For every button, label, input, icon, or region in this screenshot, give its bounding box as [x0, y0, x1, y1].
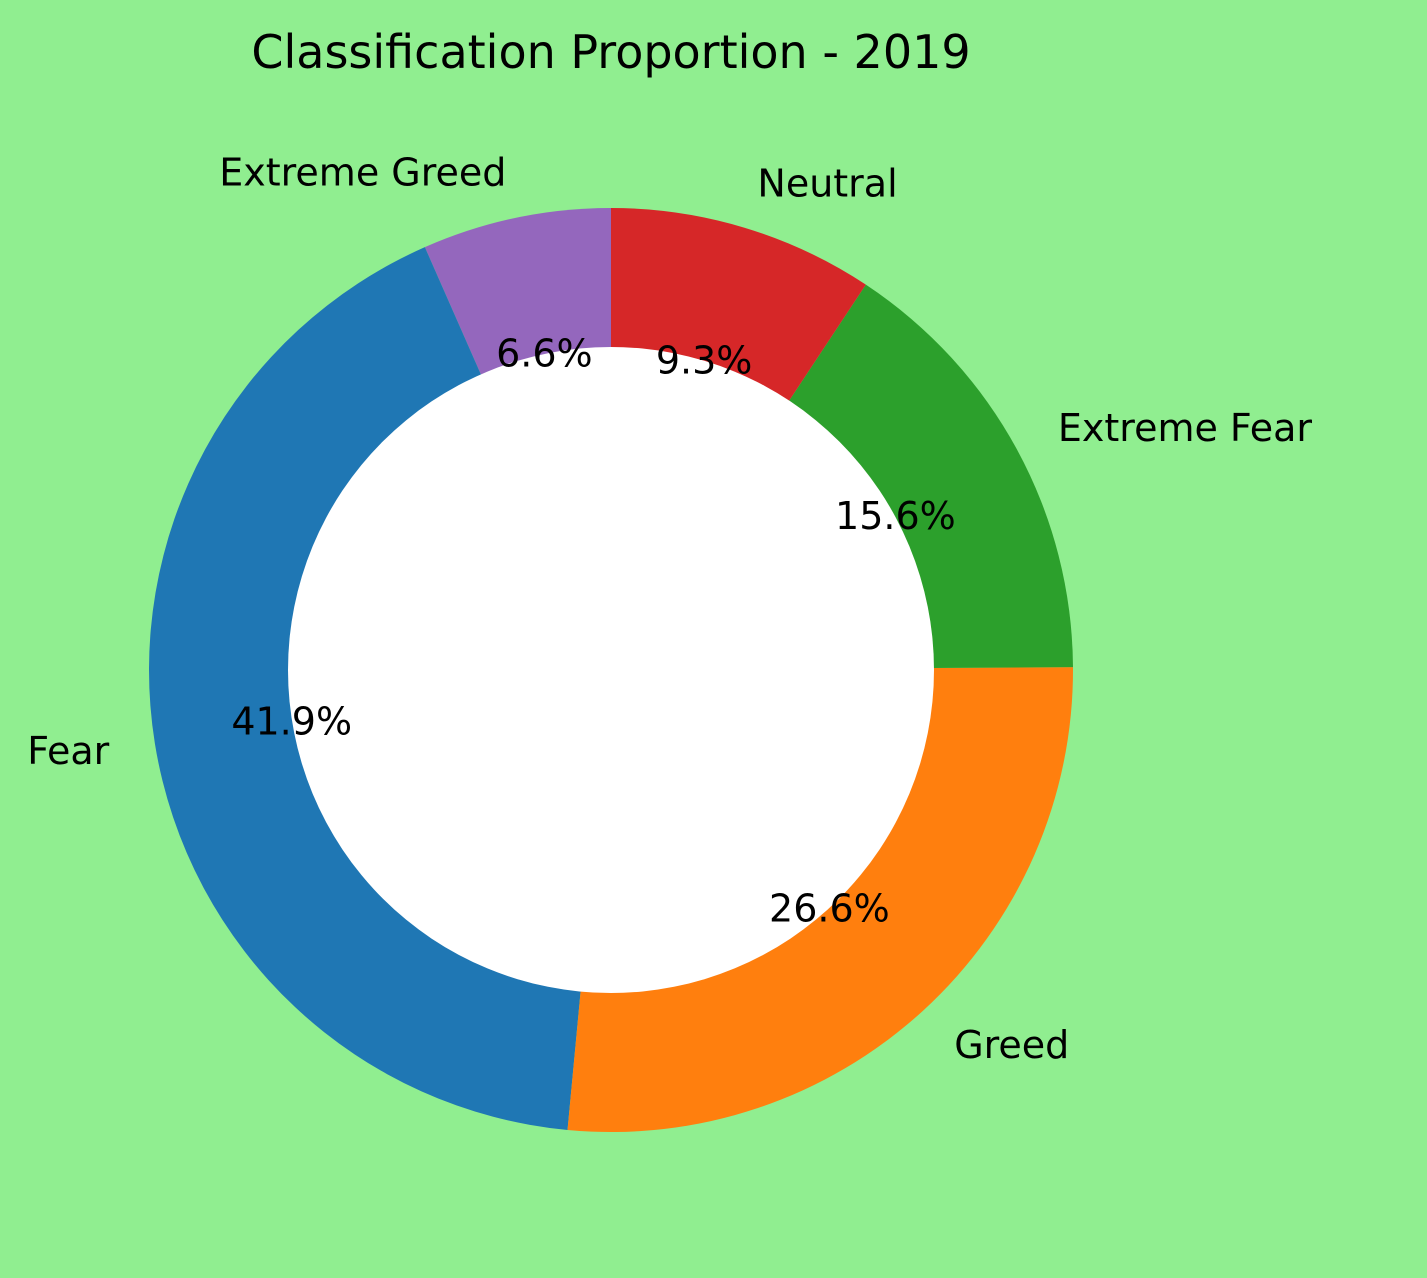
slice-label-fear: Fear — [27, 729, 109, 773]
chart-title: Classification Proportion - 2019 — [251, 25, 970, 79]
slice-label-extreme-greed: Extreme Greed — [219, 151, 506, 195]
slice-pct-extreme-fear: 15.6% — [835, 494, 956, 538]
slice-label-neutral: Neutral — [757, 161, 897, 205]
center-hole — [288, 347, 934, 993]
labels-layer: Extreme Greed 6.6% Fear 41.9% Greed 26.6% Extr… — [27, 151, 1312, 1067]
slice-pct-fear: 41.9% — [231, 700, 352, 744]
slice-label-extreme-fear: Extreme Fear — [1058, 406, 1312, 450]
slice-label-greed: Greed — [954, 1023, 1069, 1067]
slice-pct-neutral: 9.3% — [656, 338, 753, 382]
slice-pct-extreme-greed: 6.6% — [496, 332, 593, 376]
slice-pct-greed: 26.6% — [769, 887, 890, 931]
